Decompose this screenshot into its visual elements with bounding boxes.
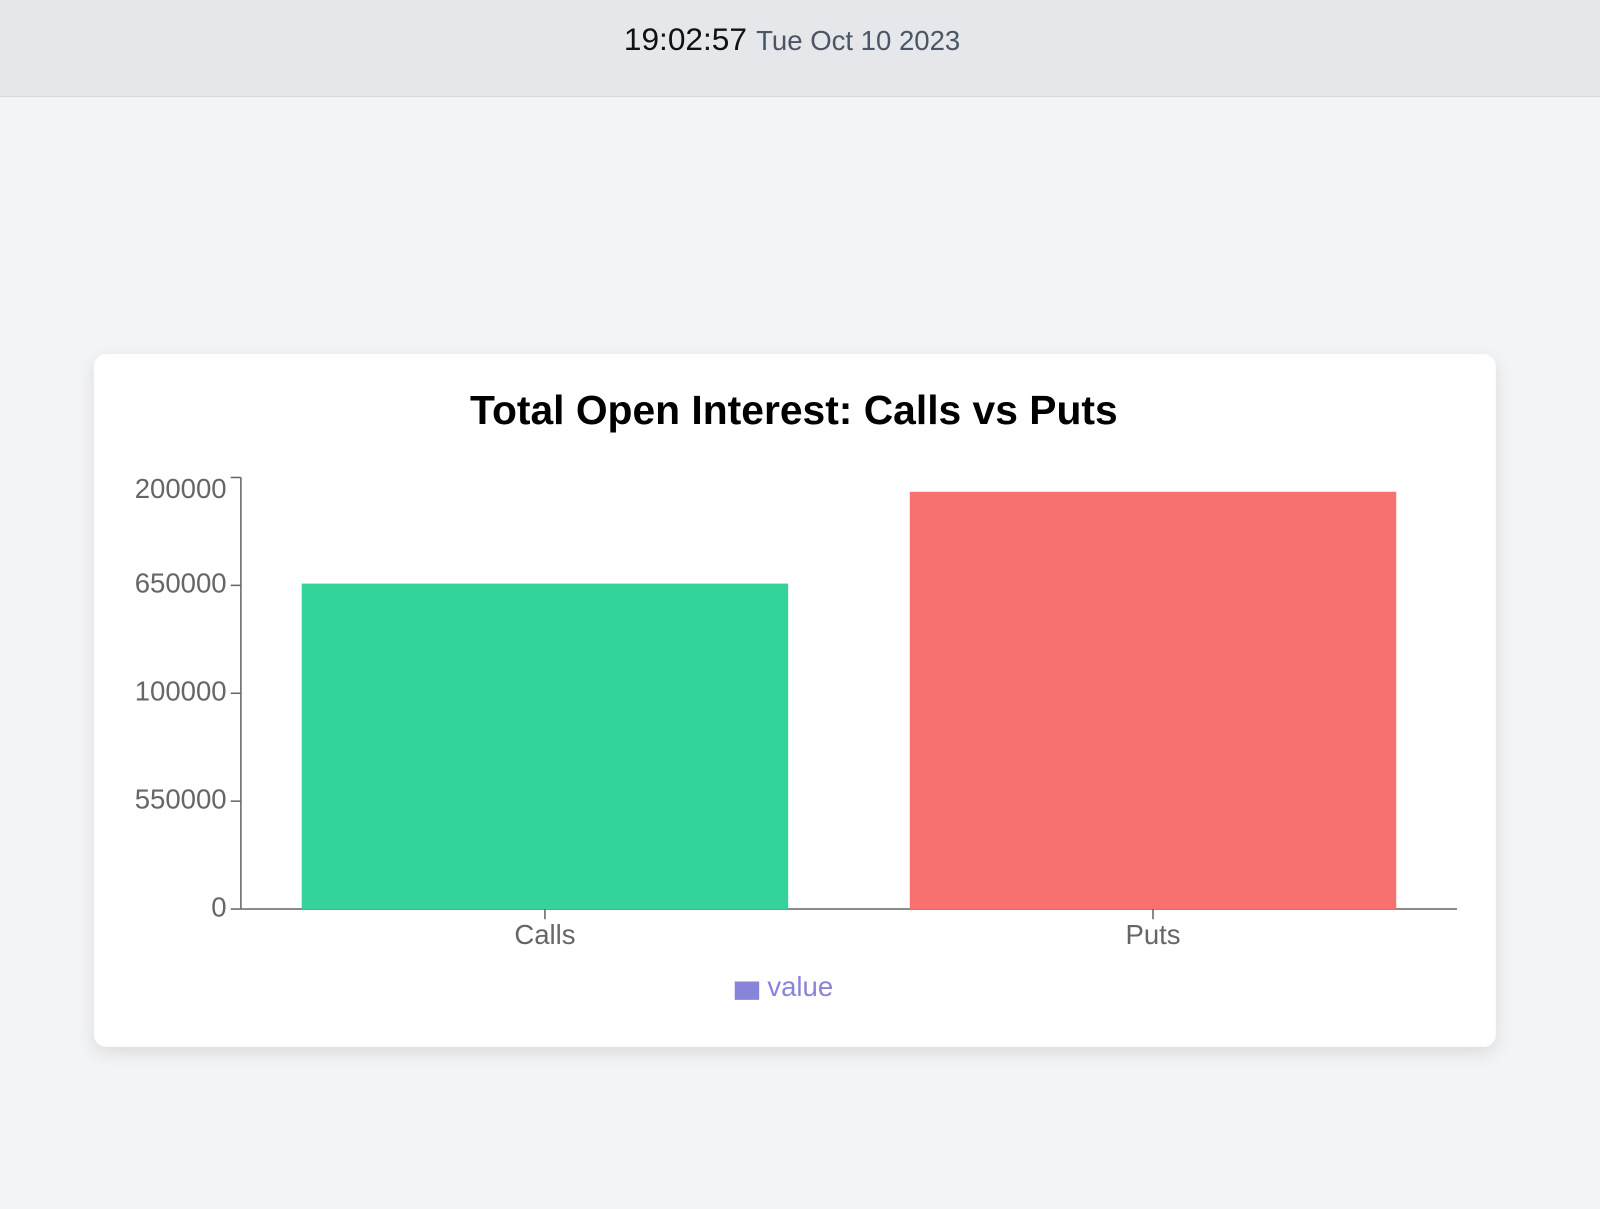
header-bar — [0, 0, 1600, 96]
clock-time: 19:02:57 — [624, 21, 747, 57]
y-tick-label: 550000 — [135, 783, 227, 814]
clock-date: Tue Oct 10 2023 — [756, 25, 960, 56]
legend-label: value — [767, 971, 833, 1002]
x-tick-label: Puts — [1125, 919, 1180, 950]
bar — [301, 583, 789, 910]
y-tick-label: 650000 — [135, 568, 227, 599]
y-tick-label: 100000 — [135, 676, 227, 707]
plot: 0 550000 100000 650000 200000 Calls Puts value — [135, 473, 1458, 1002]
bar — [909, 491, 1397, 910]
y-tick-label: 200000 — [135, 473, 227, 504]
legend-swatch — [734, 981, 760, 1000]
y-tick-label: 0 — [211, 891, 226, 922]
x-tick-label: Calls — [514, 919, 575, 950]
chart-title: Total Open Interest: Calls vs Puts — [470, 387, 1118, 433]
